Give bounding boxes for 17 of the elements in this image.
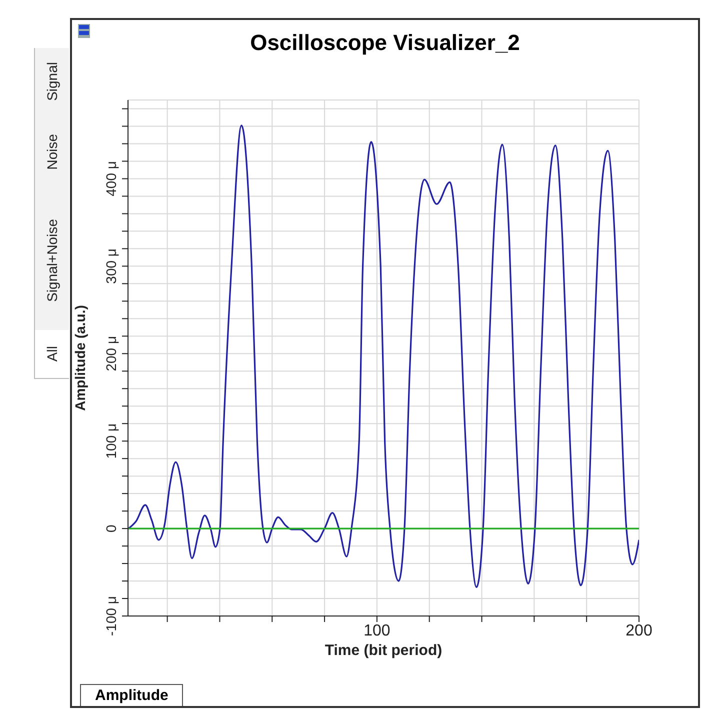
chart-title: Oscilloscope Visualizer_2 xyxy=(249,30,521,56)
text: All xyxy=(44,346,60,362)
text: Signal+Noise xyxy=(44,218,60,302)
y-tick-label: 100 μ xyxy=(103,423,119,459)
x-tick-label: 100 xyxy=(364,622,390,640)
text: Amplitude xyxy=(80,684,184,706)
y-axis-title: Amplitude (a.u.) xyxy=(72,305,88,411)
text: Noise xyxy=(44,134,60,170)
x-tick-label: 200 xyxy=(626,622,652,640)
line-series xyxy=(128,124,639,588)
text: Signal xyxy=(44,62,60,100)
y-tick-label: 400 μ xyxy=(103,161,119,196)
x-axis-title: Time (bit period) xyxy=(324,642,444,659)
y-tick-label: 300 μ xyxy=(103,248,119,284)
y-tick-label: 200 μ xyxy=(103,336,119,372)
y-tick-label: 0 xyxy=(103,524,119,532)
y-tick-label: -100 μ xyxy=(103,596,119,636)
